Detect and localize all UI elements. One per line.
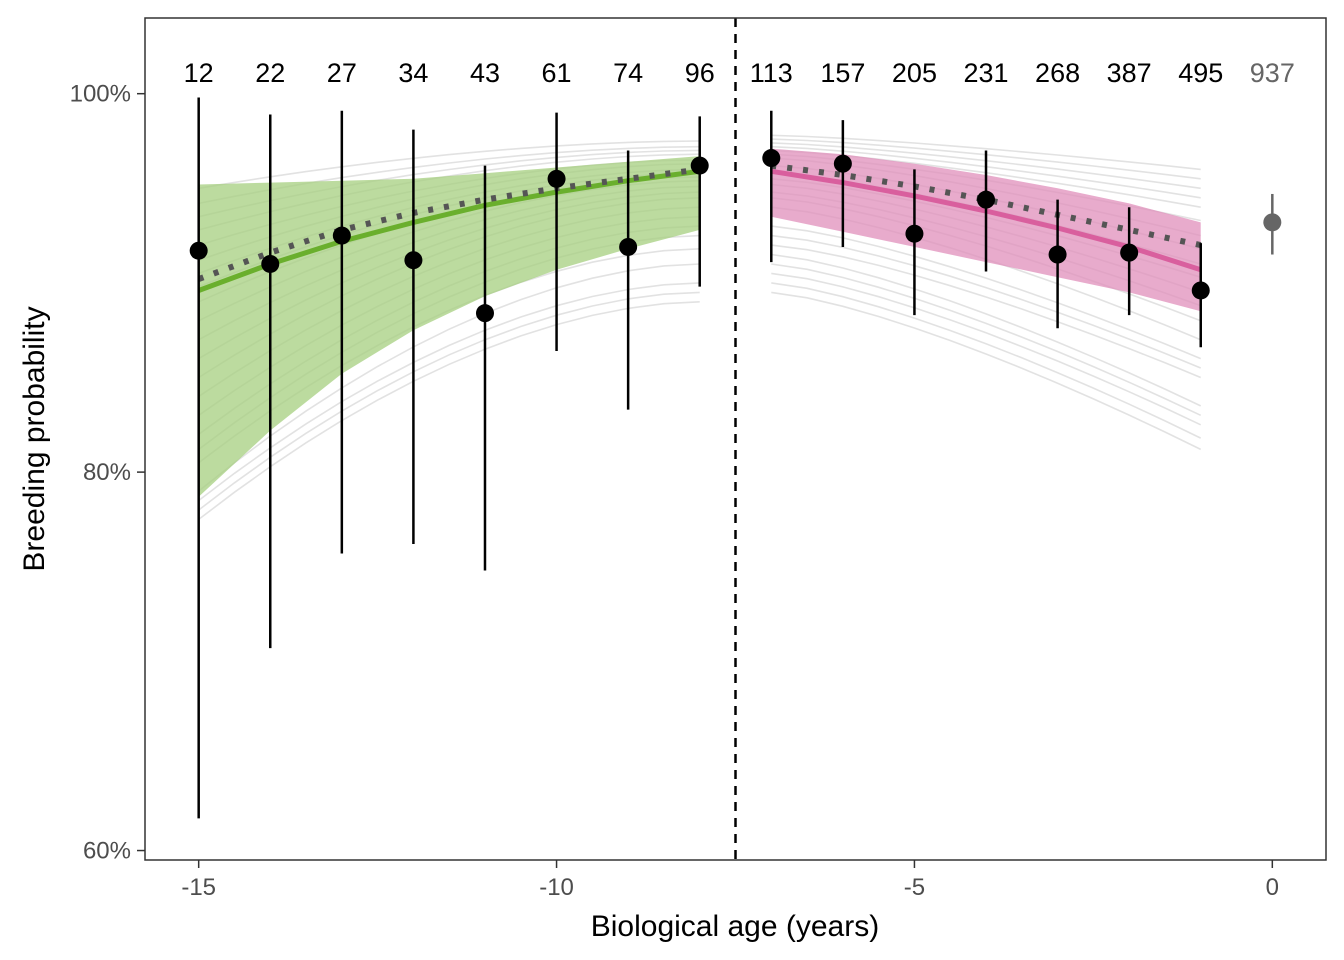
data-point-marker xyxy=(762,149,781,168)
posterior-draw-post xyxy=(771,272,1202,426)
reference-point-count-label: 937 xyxy=(1250,58,1295,88)
data-point-count-label: 157 xyxy=(820,58,865,88)
x-tick-label: -5 xyxy=(904,874,925,901)
pre-fit-line xyxy=(197,168,701,293)
data-point-count-label: 113 xyxy=(750,58,793,88)
posterior-draw-post xyxy=(771,244,1202,379)
data-point-marker xyxy=(905,224,924,243)
posterior-draw-pre xyxy=(198,140,700,190)
posterior-draw-post xyxy=(771,253,1202,407)
data-point-count-label: 268 xyxy=(1035,58,1080,88)
data-point-count-label: 12 xyxy=(184,58,214,88)
x-axis: -15 -10 -5 0 xyxy=(181,860,1279,901)
posterior-draw-post xyxy=(771,282,1202,439)
data-point-count-label: 34 xyxy=(398,58,428,88)
data-point-count-label: 61 xyxy=(542,58,572,88)
posterior-draw-pre xyxy=(198,263,700,492)
posterior-draw-pre xyxy=(198,301,700,521)
data-point-marker xyxy=(619,237,638,256)
data-point-marker xyxy=(475,304,494,323)
posterior-draw-pre xyxy=(198,282,700,502)
posterior-draw-pre xyxy=(198,291,700,511)
pre-credible-band xyxy=(198,156,700,497)
posterior-draw-post xyxy=(771,291,1202,451)
data-point-marker xyxy=(332,226,351,245)
y-axis-title: Breeding probability xyxy=(18,306,51,571)
x-tick-label: -15 xyxy=(181,874,216,901)
data-point-count-label: 205 xyxy=(892,58,937,88)
data-point-marker xyxy=(690,156,709,175)
posterior-draw-post xyxy=(771,263,1202,417)
sample-size-labels: 12 22 27 34 43 61 74 96 113 157 205 231 268 387 495 937 xyxy=(184,58,1295,88)
x-tick-label: 0 xyxy=(1266,874,1279,901)
data-point-marker xyxy=(1120,243,1139,262)
y-tick-label: 80% xyxy=(83,459,131,486)
y-tick-label: 100% xyxy=(70,81,131,108)
data-point-count-label: 22 xyxy=(255,58,285,88)
data-point-marker xyxy=(404,251,423,270)
data-point-count-label: 96 xyxy=(685,58,715,88)
panel-border xyxy=(144,17,1327,861)
data-point-count-label: 43 xyxy=(470,58,500,88)
data-point-marker xyxy=(547,169,566,188)
data-point-marker xyxy=(977,190,996,209)
data-point-count-label: 495 xyxy=(1178,58,1223,88)
data-point-marker xyxy=(189,241,208,260)
data-point-marker xyxy=(261,254,280,273)
data-point-marker xyxy=(833,154,852,173)
reference-point-marker xyxy=(1263,213,1282,232)
y-tick-label: 60% xyxy=(83,838,131,865)
data-point-marker xyxy=(1191,281,1210,300)
data-point-count-label: 231 xyxy=(963,58,1008,88)
x-tick-label: -10 xyxy=(539,874,574,901)
data-point-marker xyxy=(1048,245,1067,264)
data-points xyxy=(189,97,1282,819)
data-point-count-label: 27 xyxy=(327,58,357,88)
posterior-draw-post xyxy=(771,234,1202,369)
data-point-count-label: 387 xyxy=(1107,58,1152,88)
x-axis-title: Biological age (years) xyxy=(591,910,879,943)
y-axis: 60% 80% 100% xyxy=(70,81,145,865)
data-point-count-label: 74 xyxy=(613,58,643,88)
